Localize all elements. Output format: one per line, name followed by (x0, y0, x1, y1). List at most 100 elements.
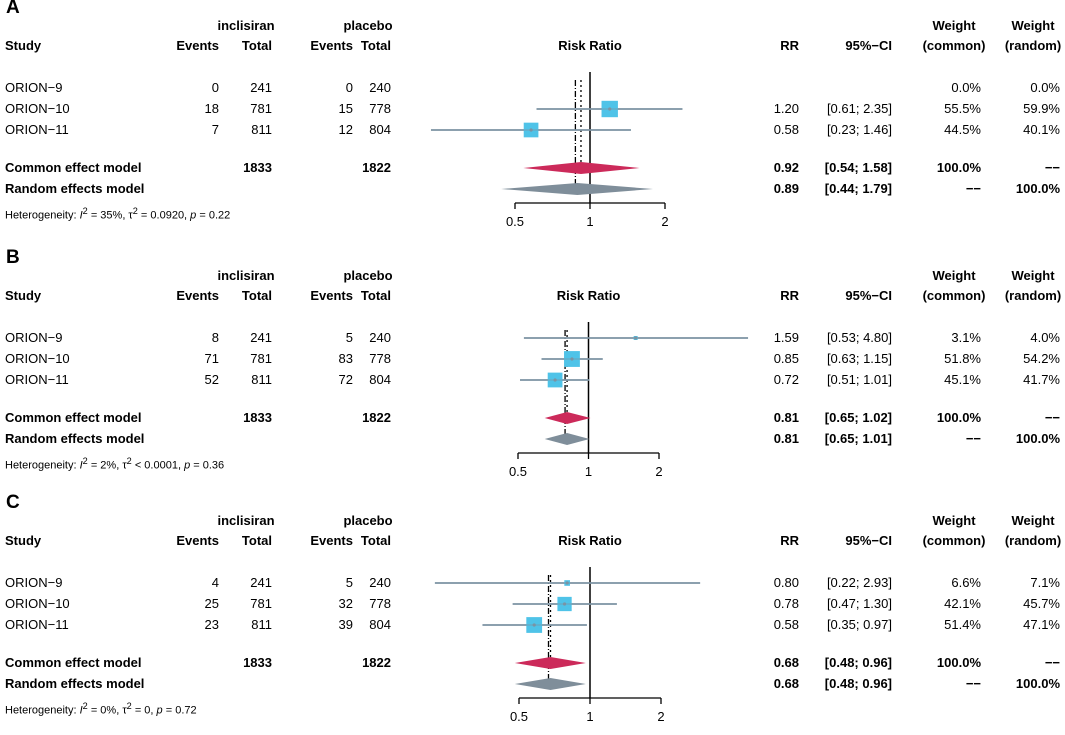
ci-value: [0.35; 0.97] (826, 617, 892, 632)
random-effect-diamond (544, 433, 590, 445)
events1-value: 8 (211, 330, 219, 345)
weight-common-value: 51.4% (944, 617, 981, 632)
forest-plot-svg: 0.5 1 2 (434, 567, 701, 724)
rr-value: 0.72 (773, 372, 799, 387)
events2-value: 12 (338, 122, 353, 137)
study-point-estimate (529, 128, 533, 132)
common-rr: 0.92 (773, 160, 799, 175)
weight-random-value: 7.1% (1030, 575, 1060, 590)
heterogeneity-text: Heterogeneity: I2 = 0%, τ2 = 0, p = 0.72 (5, 701, 197, 717)
random-ci: [0.48; 0.96] (824, 676, 892, 691)
total1-value: 811 (251, 122, 272, 137)
rr-value: 0.80 (773, 575, 799, 590)
events1-header: Events (176, 288, 219, 303)
x-tick-label: 2 (661, 214, 668, 229)
events1-header: Events (176, 38, 219, 53)
total2-value: 804 (369, 372, 391, 387)
total1-value: 811 (251, 372, 272, 387)
weight-common-value: 6.6% (951, 575, 981, 590)
group2-header: placebo (343, 513, 393, 528)
group1-header: inclisiran (217, 268, 275, 283)
group2-header: placebo (343, 18, 393, 33)
random-ci: [0.44; 1.79] (824, 181, 892, 196)
rr-header: RR (780, 533, 799, 548)
ci-value: [0.51; 1.01] (826, 372, 892, 387)
total2-value: 778 (369, 351, 391, 366)
weight-common-value: 55.5% (944, 101, 981, 116)
common-ci: [0.54; 1.58] (824, 160, 892, 175)
events2-header: Events (310, 38, 353, 53)
study-header: Study (5, 533, 42, 548)
total1-value: 781 (250, 101, 272, 116)
total2-value: 240 (369, 575, 391, 590)
weight-random-value: 41.7% (1023, 372, 1060, 387)
events1-value: 25 (204, 596, 219, 611)
total1-header: Total (241, 533, 272, 548)
events1-header: Events (176, 533, 219, 548)
total2-value: 804 (369, 617, 391, 632)
group1-header: inclisiran (217, 513, 275, 528)
x-tick-label: 0.5 (510, 709, 528, 724)
common-header: (common) (922, 288, 986, 303)
events2-header: Events (310, 288, 353, 303)
rr-value: 0.85 (773, 351, 799, 366)
total2-header: Total (360, 533, 391, 548)
weight-common-value: 51.8% (944, 351, 981, 366)
group1-header: inclisiran (217, 18, 275, 33)
common-header: (common) (922, 38, 986, 53)
panel-letter: A (6, 0, 20, 18)
total1-value: 811 (251, 617, 272, 632)
study-point-estimate (562, 602, 567, 606)
weight-common-header: Weight (932, 513, 976, 528)
events1-value: 4 (211, 575, 219, 590)
common-weight-common: 100.0% (936, 410, 981, 425)
random-effect-diamond (501, 183, 653, 195)
common-model-label: Common effect model (5, 410, 142, 425)
events2-value: 5 (345, 575, 353, 590)
weight-random-value: 45.7% (1023, 596, 1060, 611)
ci-value: [0.22; 2.93] (826, 575, 892, 590)
rr-value: 1.59 (773, 330, 799, 345)
events2-value: 72 (338, 372, 353, 387)
x-tick-label: 1 (586, 214, 593, 229)
x-tick-label: 1 (585, 464, 592, 479)
random-rr: 0.81 (773, 431, 799, 446)
weight-random-value: 47.1% (1023, 617, 1060, 632)
heterogeneity-text: Heterogeneity: I2 = 35%, τ2 = 0.0920, p … (5, 206, 231, 222)
events2-header: Events (310, 533, 353, 548)
common-effect-diamond (523, 162, 640, 174)
events2-value: 39 (338, 617, 353, 632)
events1-value: 18 (204, 101, 219, 116)
total2-value: 240 (369, 80, 391, 95)
study-name: ORION−9 (5, 330, 63, 345)
study-header: Study (5, 38, 42, 53)
risk-ratio-header: Risk Ratio (556, 288, 621, 303)
common-effect-diamond (514, 657, 586, 669)
common-total2: 1822 (362, 410, 391, 425)
risk-ratio-header: Risk Ratio (558, 38, 622, 53)
study-name: ORION−11 (5, 617, 69, 632)
study-point-estimate (532, 623, 536, 627)
random-weight-common: −− (965, 181, 981, 196)
rr-header: RR (780, 38, 799, 53)
x-tick-label: 1 (586, 709, 593, 724)
random-weight-common: −− (965, 431, 981, 446)
weight-common-value: 44.5% (944, 122, 981, 137)
events2-value: 5 (345, 330, 353, 345)
ci-value: [0.61; 2.35] (826, 101, 892, 116)
common-weight-random: −− (1044, 410, 1060, 425)
random-weight-random: 100.0% (1015, 181, 1060, 196)
study-name: ORION−10 (5, 101, 70, 116)
ci-header: 95%−CI (845, 533, 892, 548)
weight-common-header: Weight (932, 18, 976, 33)
random-header: (random) (1004, 533, 1062, 548)
weight-common-value: 0.0% (951, 80, 981, 95)
total1-value: 241 (250, 330, 272, 345)
weight-random-value: 54.2% (1023, 351, 1060, 366)
random-weight-random: 100.0% (1015, 676, 1060, 691)
events2-value: 15 (338, 101, 353, 116)
weight-random-header: Weight (1011, 268, 1055, 283)
random-rr: 0.68 (773, 676, 799, 691)
weight-random-value: 4.0% (1030, 330, 1060, 345)
